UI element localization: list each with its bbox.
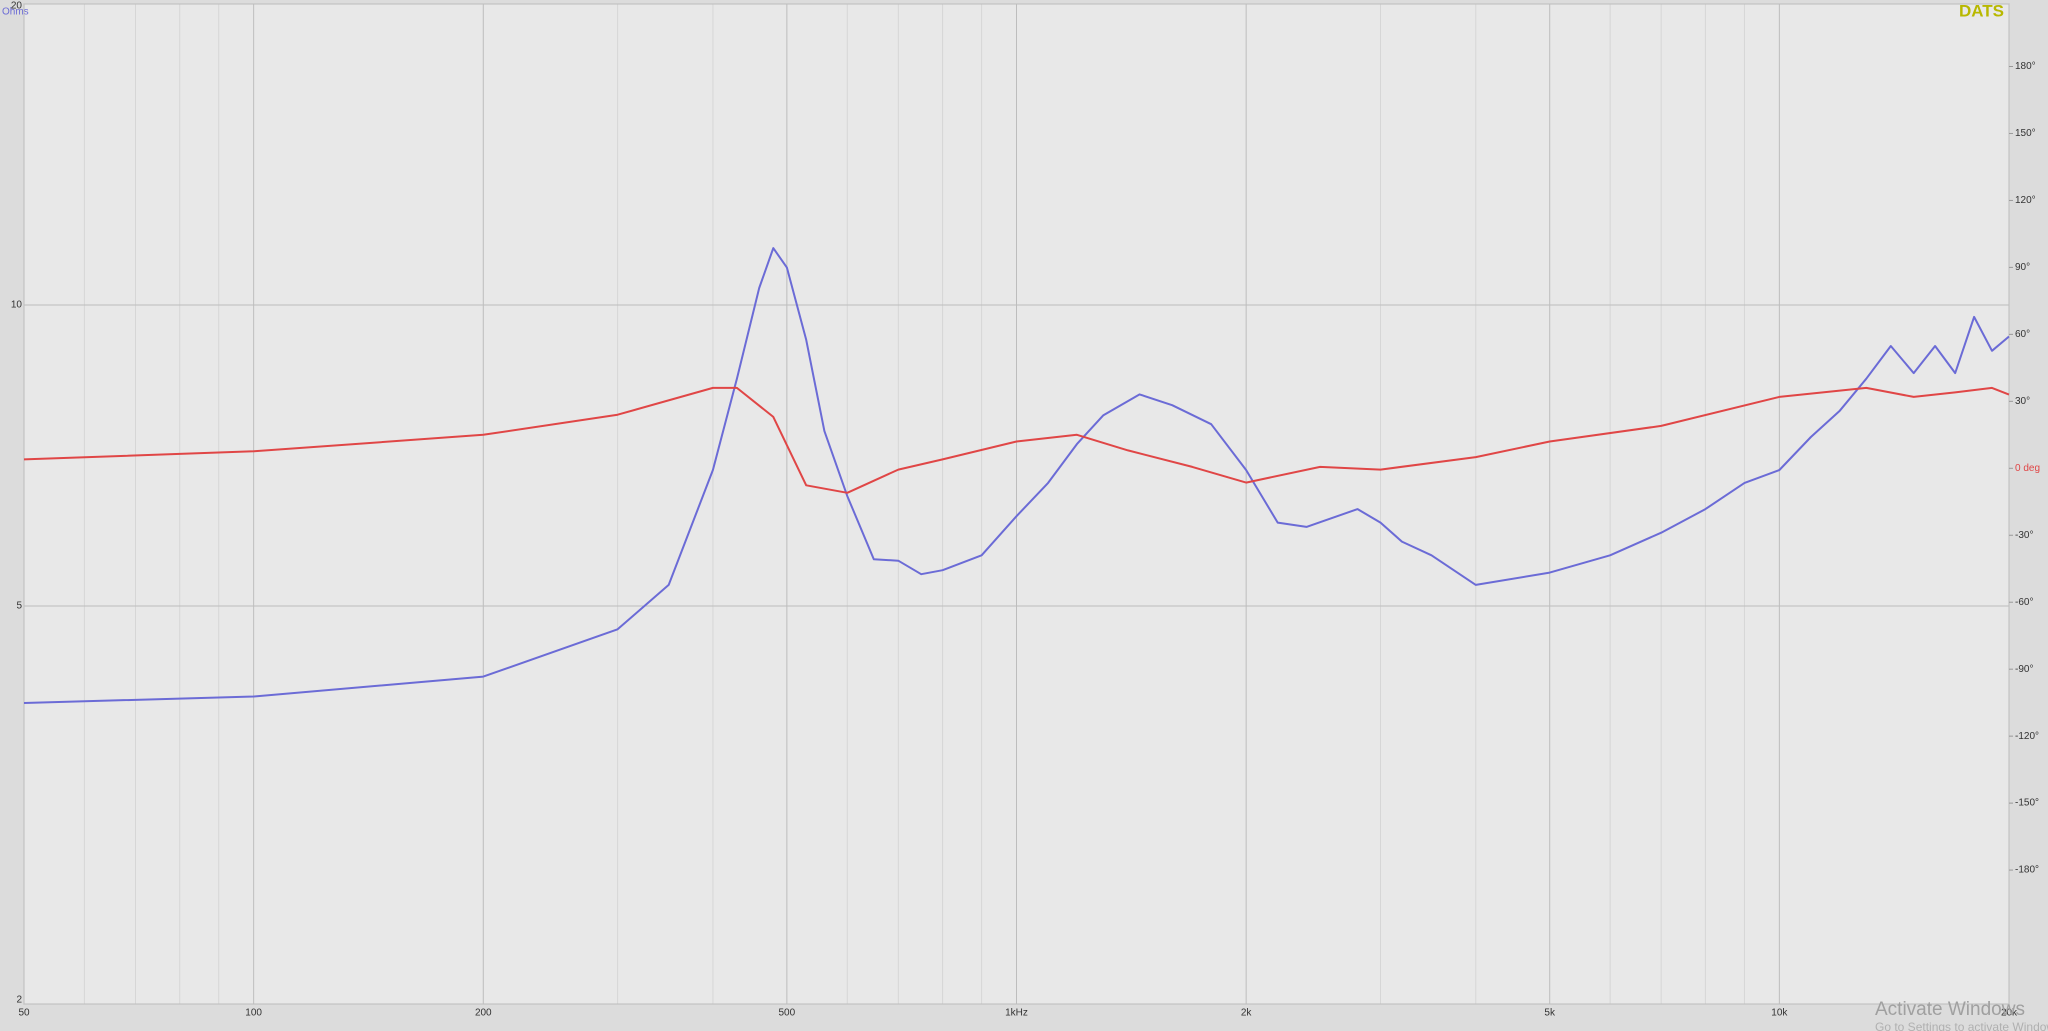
y2-tick-label: 180° bbox=[2015, 61, 2036, 72]
y-tick-label: 20 bbox=[11, 1, 23, 12]
x-tick-label: 1kHz bbox=[1005, 1008, 1028, 1019]
watermark: Activate Windows bbox=[1875, 999, 2025, 1020]
series-line bbox=[23, 386, 2010, 494]
y2-tick-label: -30° bbox=[2015, 530, 2033, 541]
y-tick-label: 5 bbox=[16, 601, 22, 612]
x-tick-label: 20k bbox=[2001, 1008, 2018, 1019]
y2-tick-label: 60° bbox=[2015, 329, 2030, 340]
y2-tick-label: 30° bbox=[2015, 396, 2030, 407]
x-tick-label: 200 bbox=[475, 1008, 492, 1019]
y-axis-label: Ohms bbox=[2, 7, 29, 18]
y2-tick-label: -150° bbox=[2015, 798, 2039, 809]
y2-tick-label: 0 deg bbox=[2015, 463, 2040, 474]
y-tick-label: 10 bbox=[11, 300, 23, 311]
y-tick-label: 2 bbox=[16, 995, 22, 1006]
brand: DATS bbox=[1959, 1, 2004, 20]
y2-tick-label: 150° bbox=[2015, 128, 2036, 139]
x-tick-label: 5k bbox=[1544, 1008, 1556, 1019]
series-line bbox=[23, 247, 2010, 704]
watermark: Go to Settings to activate Windows. bbox=[1875, 1020, 2048, 1031]
x-tick-label: 50 bbox=[18, 1008, 30, 1019]
y2-tick-label: 120° bbox=[2015, 195, 2036, 206]
y2-tick-label: -60° bbox=[2015, 597, 2033, 608]
y2-tick-label: -90° bbox=[2015, 664, 2033, 675]
y2-tick-label: -180° bbox=[2015, 865, 2039, 876]
y2-tick-label: 90° bbox=[2015, 262, 2030, 273]
x-tick-label: 500 bbox=[779, 1008, 796, 1019]
x-tick-label: 10k bbox=[1771, 1008, 1788, 1019]
y2-tick-label: -120° bbox=[2015, 731, 2039, 742]
x-tick-label: 2k bbox=[1241, 1008, 1253, 1019]
x-tick-label: 100 bbox=[245, 1008, 262, 1019]
